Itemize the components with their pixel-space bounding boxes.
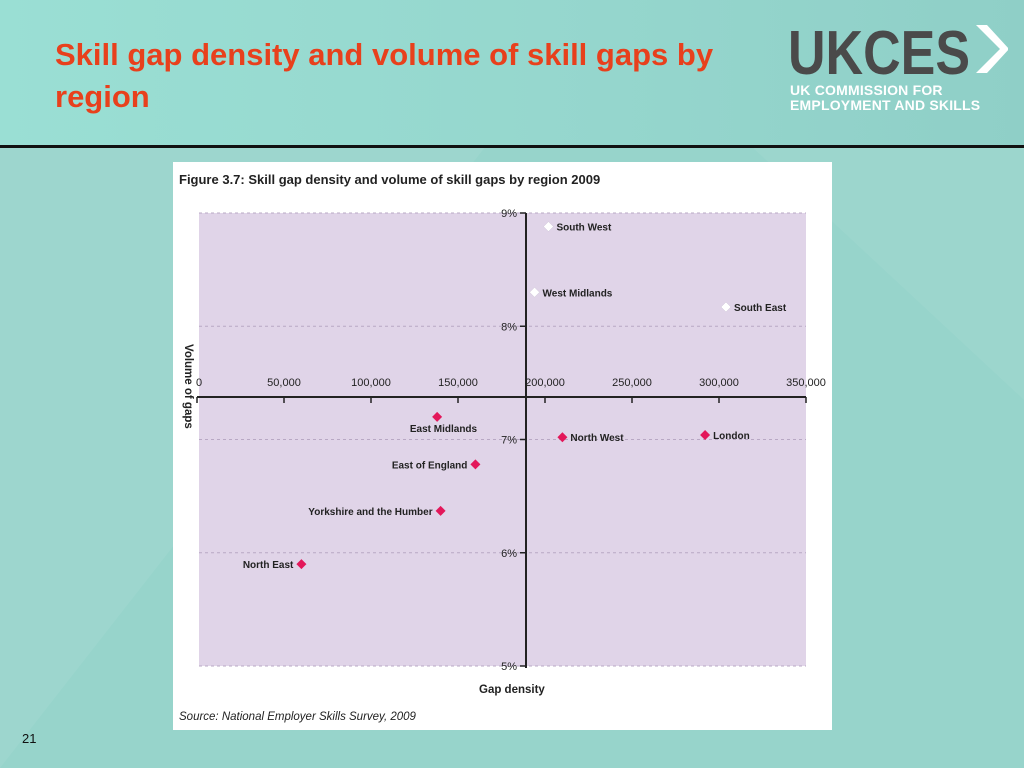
point-marker — [543, 221, 554, 232]
density-tick-label: 7% — [501, 435, 517, 447]
data-points: South West West Midlands South East East Mi… — [243, 221, 787, 571]
axes — [196, 212, 807, 668]
slide-title: Skill gap density and volume of skill ga… — [55, 37, 714, 114]
density-tick-label: 6% — [501, 548, 517, 560]
ukces-logo: UKCES UK COMMISSION FOR EMPLOYMENT AND S… — [788, 22, 1008, 114]
point-label: East of England — [392, 460, 468, 471]
point-marker — [470, 459, 481, 470]
point-marker — [529, 286, 540, 298]
point-label: Yorkshire and the Humber — [308, 507, 432, 518]
volume-tick-label: 350,000 — [786, 377, 826, 389]
volume-tick-label: 200,000 — [525, 377, 565, 389]
figure-card: Figure 3.7: Skill gap density and volume… — [173, 162, 832, 730]
point-label: East Midlands — [410, 424, 478, 435]
density-tick-label: 8% — [501, 321, 517, 333]
volume-tick-label: 0 — [196, 377, 202, 389]
scatter-chart: Figure 3.7: Skill gap density and volume… — [179, 172, 826, 723]
point-marker — [700, 429, 711, 440]
point-label: West Midlands — [543, 288, 613, 299]
header-rule — [0, 145, 1024, 148]
point-marker — [432, 411, 443, 422]
point-label: North West — [570, 433, 624, 444]
header-band — [0, 0, 1024, 146]
tick-labels: 5% 6% 7% 8% 9% 0 50,000 100,000 150,000 200,000 25… — [196, 208, 826, 673]
page-number: 21 — [22, 731, 37, 746]
point-marker — [296, 559, 307, 570]
point-marker — [557, 432, 568, 443]
x-axis-title: Gap density — [479, 684, 545, 696]
logo-line-commission: UK COMMISSION FOR — [790, 82, 943, 98]
point-label: North East — [243, 560, 294, 571]
figure-title: Figure 3.7: Skill gap density and volume… — [179, 172, 600, 187]
volume-tick-label: 300,000 — [699, 377, 739, 389]
point-label: London — [713, 431, 750, 442]
wordmark-text: UKCES — [788, 22, 970, 80]
point-marker — [720, 301, 732, 313]
chevron-right-icon — [976, 25, 1008, 73]
volume-tick-label: 50,000 — [267, 377, 301, 389]
logo-line-employment: EMPLOYMENT AND SKILLS — [790, 97, 981, 113]
point-label: South East — [734, 303, 787, 314]
ukces-wordmark-logo: UKCES — [788, 22, 1008, 80]
volume-tick-label: 150,000 — [438, 377, 478, 389]
volume-tick-label: 250,000 — [612, 377, 652, 389]
volume-tick-label: 100,000 — [351, 377, 391, 389]
figure-source: Source: National Employer Skills Survey,… — [179, 711, 417, 723]
y-axis-title: Volume of gaps — [182, 344, 194, 429]
point-marker — [435, 505, 446, 516]
density-tick-label: 5% — [501, 661, 517, 673]
point-label: South West — [556, 223, 611, 234]
density-tick-label: 9% — [501, 208, 517, 220]
